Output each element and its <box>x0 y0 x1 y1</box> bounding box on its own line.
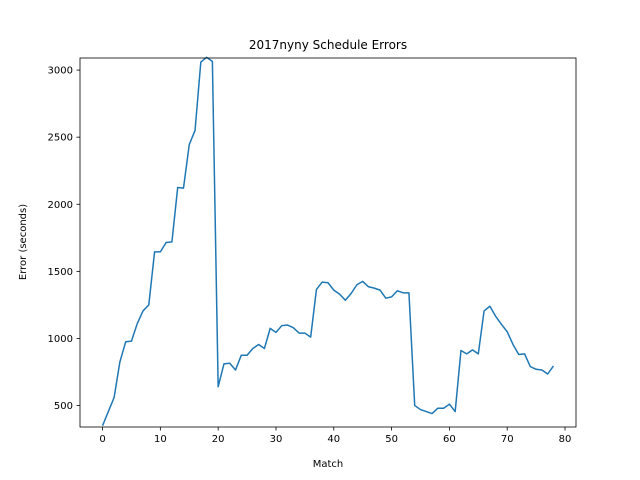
y-tick-label-1000: 1000 <box>48 334 73 345</box>
y-tick-label-3000: 3000 <box>48 66 73 77</box>
y-tick-label-2000: 2000 <box>48 200 73 211</box>
y-tick-label-1500: 1500 <box>48 267 73 278</box>
x-tick-label-40: 40 <box>327 434 340 445</box>
x-axis-label: Match <box>313 459 344 470</box>
y-tick-label-500: 500 <box>54 401 73 412</box>
x-tick-label-0: 0 <box>99 434 105 445</box>
x-tick-label-20: 20 <box>212 434 225 445</box>
y-axis-label: Error (seconds) <box>18 204 29 280</box>
x-tick-label-50: 50 <box>385 434 398 445</box>
x-tick-label-10: 10 <box>154 434 167 445</box>
series-line-0 <box>101 56 555 426</box>
x-tick-label-70: 70 <box>501 434 514 445</box>
x-tick-label-30: 30 <box>270 434 283 445</box>
y-tick-label-2500: 2500 <box>48 133 73 144</box>
axes-frame <box>79 57 577 428</box>
chart-title: 2017nyny Schedule Errors <box>249 38 407 52</box>
plot-area: 0 10 20 30 40 50 60 70 80 500 1000 1500 2000 2500 3000 <box>48 56 577 445</box>
x-tick-label-60: 60 <box>443 434 456 445</box>
x-tick-label-80: 80 <box>559 434 572 445</box>
